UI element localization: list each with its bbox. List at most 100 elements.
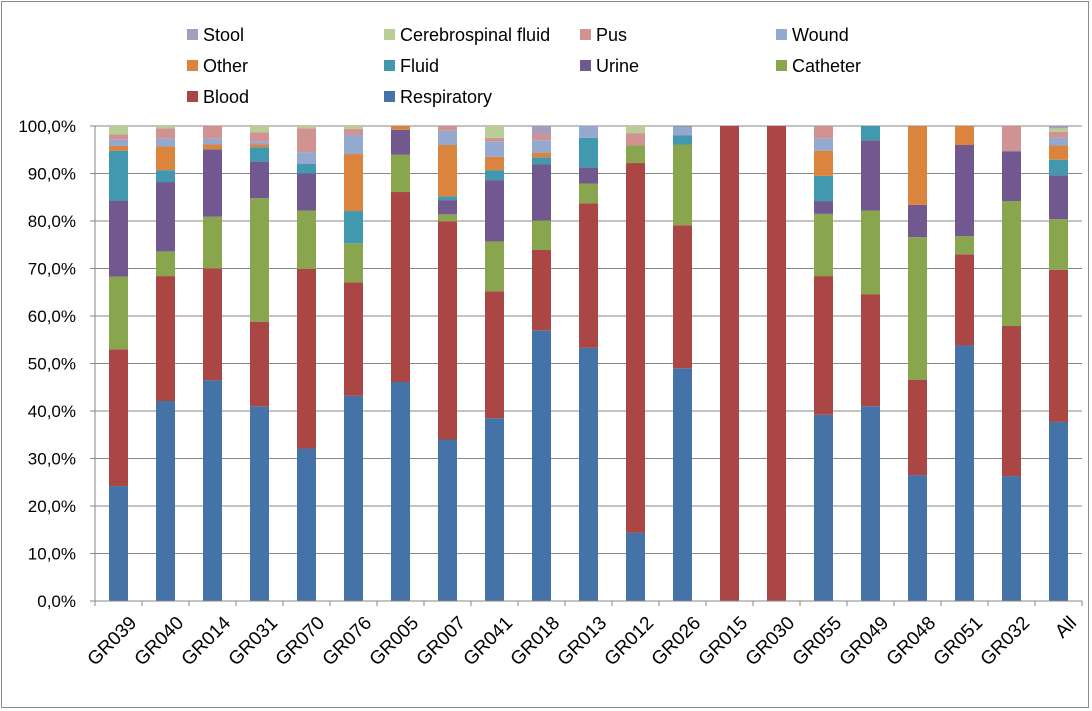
x-tick-label: GR041: [460, 613, 517, 670]
bar-segment-catheter-gr005: [391, 154, 410, 193]
bar-segment-blood-gr055: [814, 276, 833, 415]
y-tick-label: 40,0%: [28, 402, 76, 421]
bar-segment-respiratory-gr013: [579, 347, 598, 601]
bar-segment-blood-gr018: [532, 249, 551, 331]
bar-segment-cerebrospinal-fluid-gr040: [156, 126, 175, 129]
x-tick-label: GR040: [131, 613, 188, 670]
bar-segment-blood-gr015: [720, 126, 739, 601]
bar-segment-fluid-gr070: [297, 164, 316, 174]
bar-segment-urine-gr041: [485, 180, 504, 242]
y-tick-label: 100,0%: [18, 117, 76, 136]
bar-segment-urine-gr005: [391, 129, 410, 155]
bar-segment-urine-gr018: [532, 164, 551, 221]
bar-segment-fluid-gr055: [814, 175, 833, 202]
legend-label-respiratory: Respiratory: [400, 87, 492, 107]
bar-segment-blood-gr049: [861, 294, 880, 407]
x-tick-label: GR031: [225, 613, 282, 670]
legend-swatch-urine: [580, 60, 591, 71]
bar-segment-pus-gr012: [626, 133, 645, 146]
bar-segment-other-gr031: [250, 144, 269, 148]
legend-swatch-fluid: [384, 60, 395, 71]
bar-segment-blood-gr013: [579, 203, 598, 348]
legend-label-stool: Stool: [203, 25, 244, 45]
bar-segment-catheter-gr026: [673, 144, 692, 226]
legend-label-urine: Urine: [596, 56, 639, 76]
bar-segment-cerebrospinal-fluid-gr076: [344, 126, 363, 129]
bar-segment-blood-gr041: [485, 291, 504, 419]
bar-segment-catheter-gr031: [250, 198, 269, 322]
bar-segment-wound-gr040: [156, 138, 175, 147]
bar-segment-wound-gr039: [109, 139, 128, 146]
bar-segment-catheter-gr012: [626, 145, 645, 164]
bar-segment-wound-gr014: [203, 138, 222, 145]
bar-segment-pus-gr039: [109, 134, 128, 140]
bar-segment-fluid-gr076: [344, 211, 363, 244]
bar-segment-blood-gr048: [908, 379, 927, 476]
bar-segment-respiratory-gr031: [250, 406, 269, 601]
legend-swatch-respiratory: [384, 91, 395, 102]
bar-segment-urine-gr070: [297, 173, 316, 211]
legend-swatch-catheter: [776, 60, 787, 71]
bar-segment-pus-gr032: [1002, 126, 1021, 152]
bar-segment-urine-gr040: [156, 182, 175, 252]
bar-segment-wound-gr026: [673, 126, 692, 136]
legend-swatch-stool: [187, 29, 198, 40]
bar-segment-pus-gr040: [156, 128, 175, 139]
bar-segment-urine-all: [1049, 175, 1068, 220]
bar-segment-other-gr014: [203, 144, 222, 150]
legend-swatch-other: [187, 60, 198, 71]
bar-segment-other-gr041: [485, 156, 504, 171]
bar-segment-wound-all: [1049, 137, 1068, 146]
bar-segment-fluid-gr049: [861, 126, 880, 141]
x-tick-label: GR070: [272, 613, 329, 670]
legend-label-pus: Pus: [596, 25, 627, 45]
y-tick-label: 20,0%: [28, 497, 76, 516]
bar-segment-wound-gr007: [438, 130, 457, 145]
bar-segment-pus-gr041: [485, 137, 504, 142]
bar-segment-pus-gr014: [203, 126, 222, 139]
bar-segment-other-gr005: [391, 126, 410, 130]
bar-segment-catheter-gr007: [438, 214, 457, 222]
y-tick-label: 30,0%: [28, 450, 76, 469]
bar-segment-other-gr055: [814, 150, 833, 176]
x-axis-ticks: GR039GR040GR014GR031GR070GR076GR005GR007…: [84, 612, 1081, 670]
bar-segment-urine-gr014: [203, 149, 222, 217]
bar-segment-respiratory-gr039: [109, 486, 128, 601]
x-tick-label: All: [1051, 613, 1081, 643]
bar-segment-blood-all: [1049, 269, 1068, 422]
bar-segment-blood-gr076: [344, 282, 363, 396]
bar-segment-respiratory-gr014: [203, 380, 222, 601]
legend: Stool Cerebrospinal fluid Pus Wound Other Flu…: [187, 25, 861, 107]
x-tick-label: GR030: [742, 613, 799, 670]
bar-segment-blood-gr032: [1002, 325, 1021, 477]
bar-segment-catheter-gr040: [156, 251, 175, 277]
bar-segment-pus-gr076: [344, 128, 363, 136]
x-tick-label: GR012: [601, 613, 658, 670]
bar-segment-respiratory-all: [1049, 421, 1068, 601]
bar-segment-other-gr007: [438, 145, 457, 197]
bar-segment-catheter-gr032: [1002, 201, 1021, 326]
x-tick-label: GR013: [554, 613, 611, 670]
bar-segment-catheter-gr076: [344, 243, 363, 283]
bar-segment-blood-gr031: [250, 321, 269, 407]
bar-segment-pus-all: [1049, 131, 1068, 138]
x-tick-label: GR014: [178, 612, 236, 670]
y-tick-label: 70,0%: [28, 260, 76, 279]
bar-segment-wound-gr055: [814, 138, 833, 151]
bar-segment-catheter-gr048: [908, 237, 927, 380]
bar-segment-stool-gr018: [532, 126, 551, 135]
legend-swatch-blood: [187, 91, 198, 102]
bar-segment-fluid-gr018: [532, 157, 551, 165]
bars: [109, 126, 1068, 601]
bar-segment-urine-gr049: [861, 140, 880, 211]
bar-segment-urine-gr039: [109, 200, 128, 277]
bar-segment-wound-gr031: [250, 141, 269, 145]
x-tick-label: GR015: [695, 613, 752, 670]
bar-segment-wound-gr041: [485, 141, 504, 157]
x-tick-label: GR026: [648, 613, 705, 670]
bar-segment-catheter-gr013: [579, 183, 598, 204]
bar-segment-respiratory-gr012: [626, 532, 645, 601]
bar-segment-stool-all: [1049, 126, 1068, 129]
bar-segment-wound-gr018: [532, 140, 551, 153]
bar-segment-fluid-gr013: [579, 137, 598, 168]
